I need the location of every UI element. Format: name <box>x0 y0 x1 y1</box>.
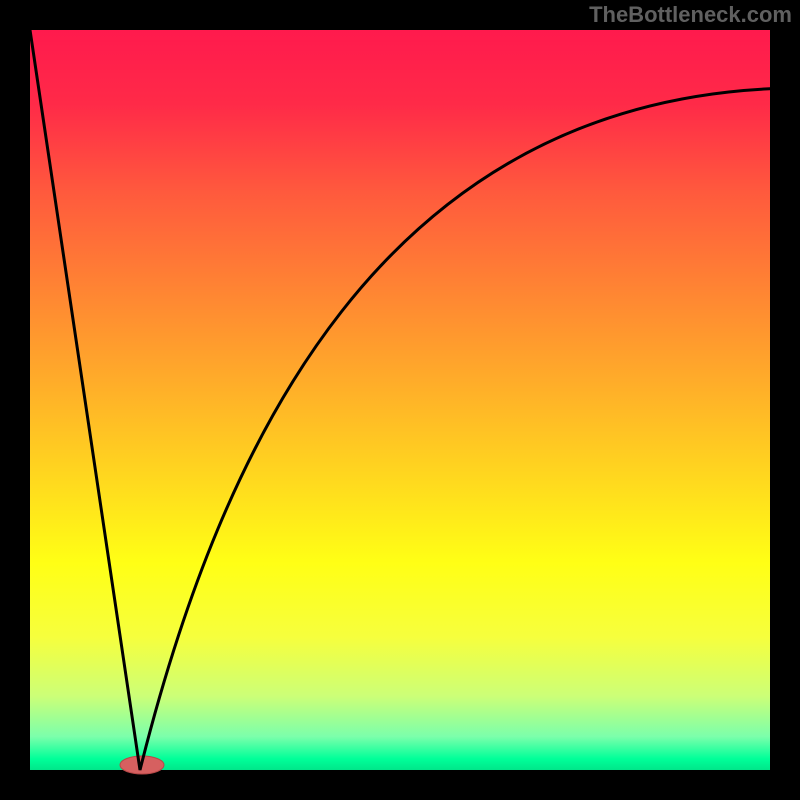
chart-svg <box>0 0 800 800</box>
gradient-area <box>30 30 770 770</box>
watermark-text: TheBottleneck.com <box>589 2 792 28</box>
chart-container: TheBottleneck.com <box>0 0 800 800</box>
